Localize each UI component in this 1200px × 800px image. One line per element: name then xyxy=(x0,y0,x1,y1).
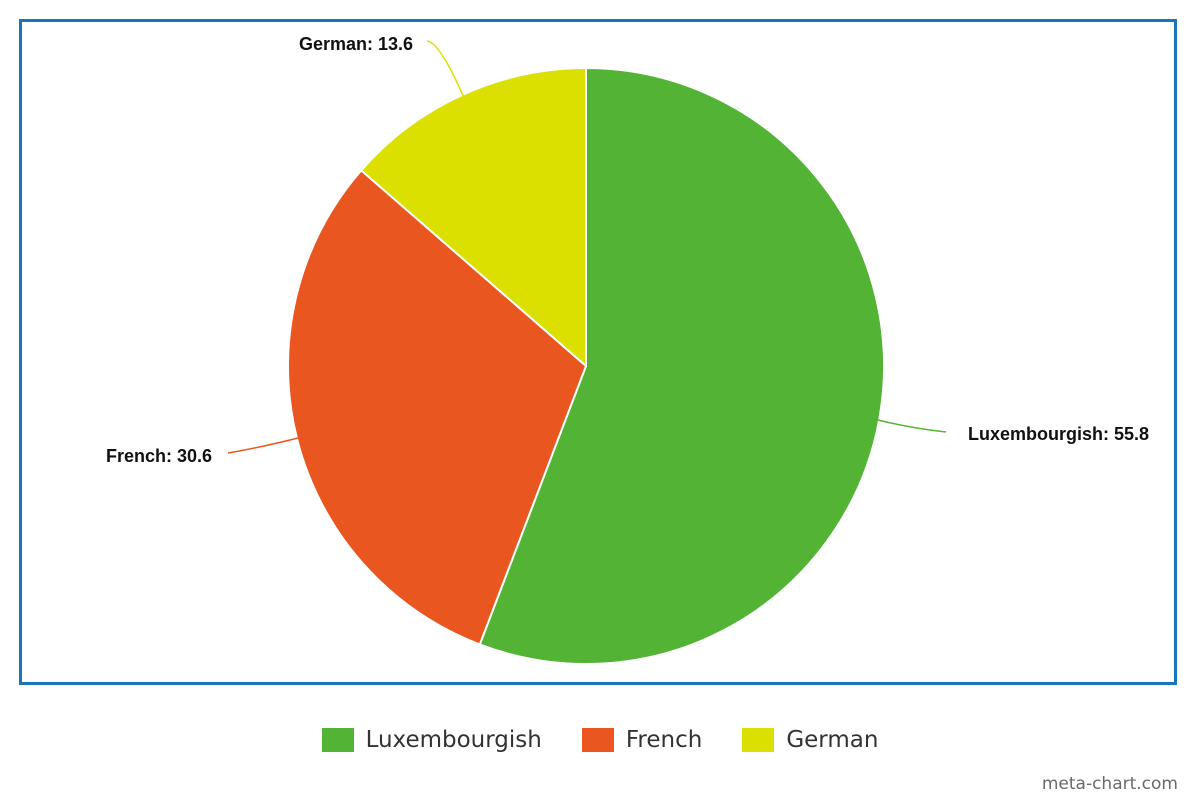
legend-item-french[interactable]: French xyxy=(581,727,703,753)
legend-swatch-luxembourgish xyxy=(321,728,354,752)
data-label-luxembourgish: Luxembourgish: 55.8 xyxy=(968,424,1149,444)
chart-frame xyxy=(19,19,1177,685)
watermark: meta-chart.com xyxy=(1041,774,1178,794)
pie-data-labels: Luxembourgish: 55.8 French: 30.6 German: 1… xyxy=(106,34,1149,466)
data-label-french: French: 30.6 xyxy=(106,446,212,466)
pie-slices xyxy=(287,67,885,665)
legend-label-german: German xyxy=(786,727,879,753)
legend-item-german[interactable]: German xyxy=(742,727,878,753)
legend-label-luxembourgish: Luxembourgish xyxy=(365,727,542,753)
legend-item-luxembourgish[interactable]: Luxembourgish xyxy=(321,727,542,753)
legend-swatch-german xyxy=(742,728,775,752)
connector-line-french xyxy=(227,436,303,454)
legend-label-french: French xyxy=(625,727,703,753)
connector-line-luxembourgish xyxy=(872,418,947,433)
connector-line-german xyxy=(426,40,466,101)
legend-swatch-french xyxy=(581,728,614,752)
legend: Luxembourgish French German xyxy=(0,722,1200,758)
data-label-german: German: 13.6 xyxy=(299,34,413,54)
